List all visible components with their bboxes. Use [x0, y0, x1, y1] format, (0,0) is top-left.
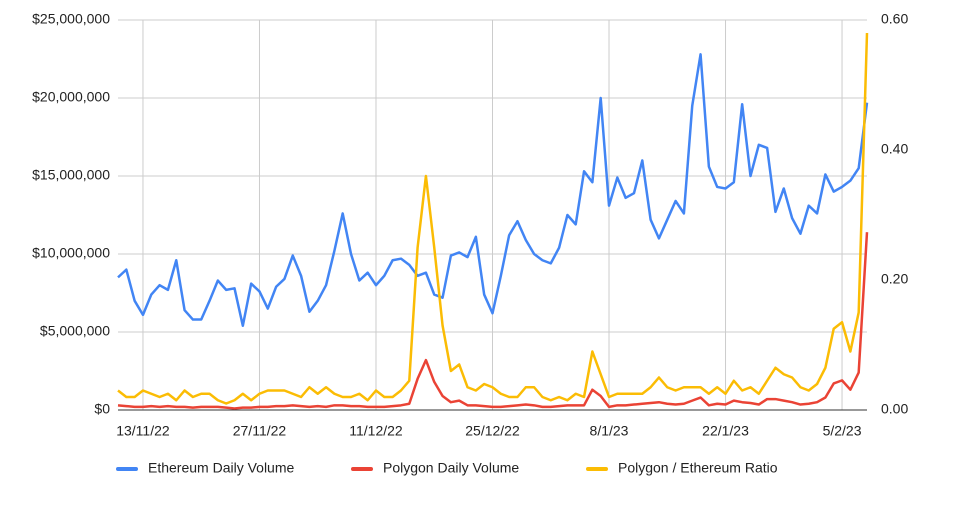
- y-tick-label: $0: [94, 401, 110, 417]
- series-line: [117, 32, 869, 405]
- x-tick-label: 25/12/22: [465, 423, 520, 439]
- y-tick-label: $25,000,000: [32, 11, 110, 27]
- series-line: [117, 232, 869, 410]
- legend-label: Ethereum Daily Volume: [148, 460, 295, 476]
- x-tick-label: 11/12/22: [349, 423, 403, 439]
- y2-tick-label: 0.40: [881, 141, 908, 157]
- x-tick-label: 27/11/22: [233, 423, 287, 439]
- y2-tick-label: 0.20: [881, 271, 908, 287]
- legend-label: Polygon Daily Volume: [383, 460, 519, 476]
- y-tick-label: $20,000,000: [32, 89, 110, 105]
- x-tick-label: 22/1/23: [702, 423, 749, 439]
- y-tick-label: $10,000,000: [32, 245, 110, 261]
- series-line: [117, 53, 869, 328]
- x-tick-label: 8/1/23: [590, 423, 629, 439]
- y2-tick-label: 0.00: [881, 401, 908, 417]
- x-tick-label: 5/2/23: [823, 423, 862, 439]
- y2-tick-label: 0.60: [881, 11, 908, 27]
- x-tick-label: 13/11/22: [116, 423, 170, 439]
- y-tick-label: $5,000,000: [40, 323, 110, 339]
- y-tick-label: $15,000,000: [32, 167, 110, 183]
- legend-label: Polygon / Ethereum Ratio: [618, 460, 778, 476]
